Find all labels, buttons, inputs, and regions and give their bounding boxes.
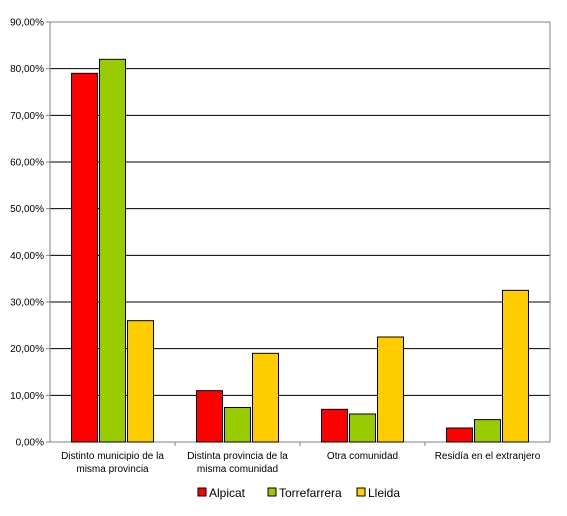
legend-label-lleida: Lleida	[368, 486, 400, 500]
y-tick-label: 30,00%	[10, 298, 44, 309]
y-tick-label: 0,00%	[16, 438, 44, 449]
bars	[71, 58, 529, 443]
axes	[46, 21, 551, 446]
x-category-label: Residía en el extranjero	[435, 451, 541, 462]
x-category-label: Otra comunidad	[327, 451, 398, 462]
y-tick-label: 10,00%	[10, 391, 44, 402]
y-tick-label: 70,00%	[10, 111, 44, 122]
bar-alpicat	[446, 427, 473, 443]
bar-lleida	[252, 352, 279, 443]
bar-alpicat	[321, 408, 348, 443]
bar-torrefarrera	[474, 419, 501, 443]
bar-alpicat	[71, 72, 98, 443]
bar-lleida	[502, 289, 529, 443]
y-tick-label: 60,00%	[10, 158, 44, 169]
bar-torrefarrera	[349, 413, 376, 443]
bar-lleida	[377, 336, 404, 443]
legend-swatch-alpicat	[197, 487, 207, 497]
y-tick-label: 40,00%	[10, 251, 44, 262]
y-tick-label: 90,00%	[10, 18, 44, 29]
x-category-label: Distinto municipio de la misma provincia	[61, 451, 164, 475]
legend-label-alpicat: Alpicat	[209, 486, 246, 500]
bar-torrefarrera	[99, 58, 126, 443]
y-tick-label: 20,00%	[10, 344, 44, 355]
x-category-label: Distinta provincia de la misma comunidad	[187, 451, 288, 475]
bar-alpicat	[196, 390, 223, 443]
y-tick-label: 50,00%	[10, 204, 44, 215]
x-category-labels: Distinto municipio de la misma provincia D…	[61, 451, 541, 475]
legend-label-torrefarrera: Torrefarrera	[279, 486, 342, 500]
y-tick-labels: 0,00% 10,00% 20,00% 30,00% 40,00% 50,00% 60,00…	[10, 18, 44, 449]
legend-swatch-torrefarrera	[267, 487, 277, 497]
y-tick-label: 80,00%	[10, 64, 44, 75]
legend: Alpicat Torrefarrera Lleida	[197, 486, 400, 500]
bar-lleida	[127, 320, 154, 443]
bar-torrefarrera	[224, 406, 251, 443]
legend-swatch-lleida	[356, 487, 366, 497]
